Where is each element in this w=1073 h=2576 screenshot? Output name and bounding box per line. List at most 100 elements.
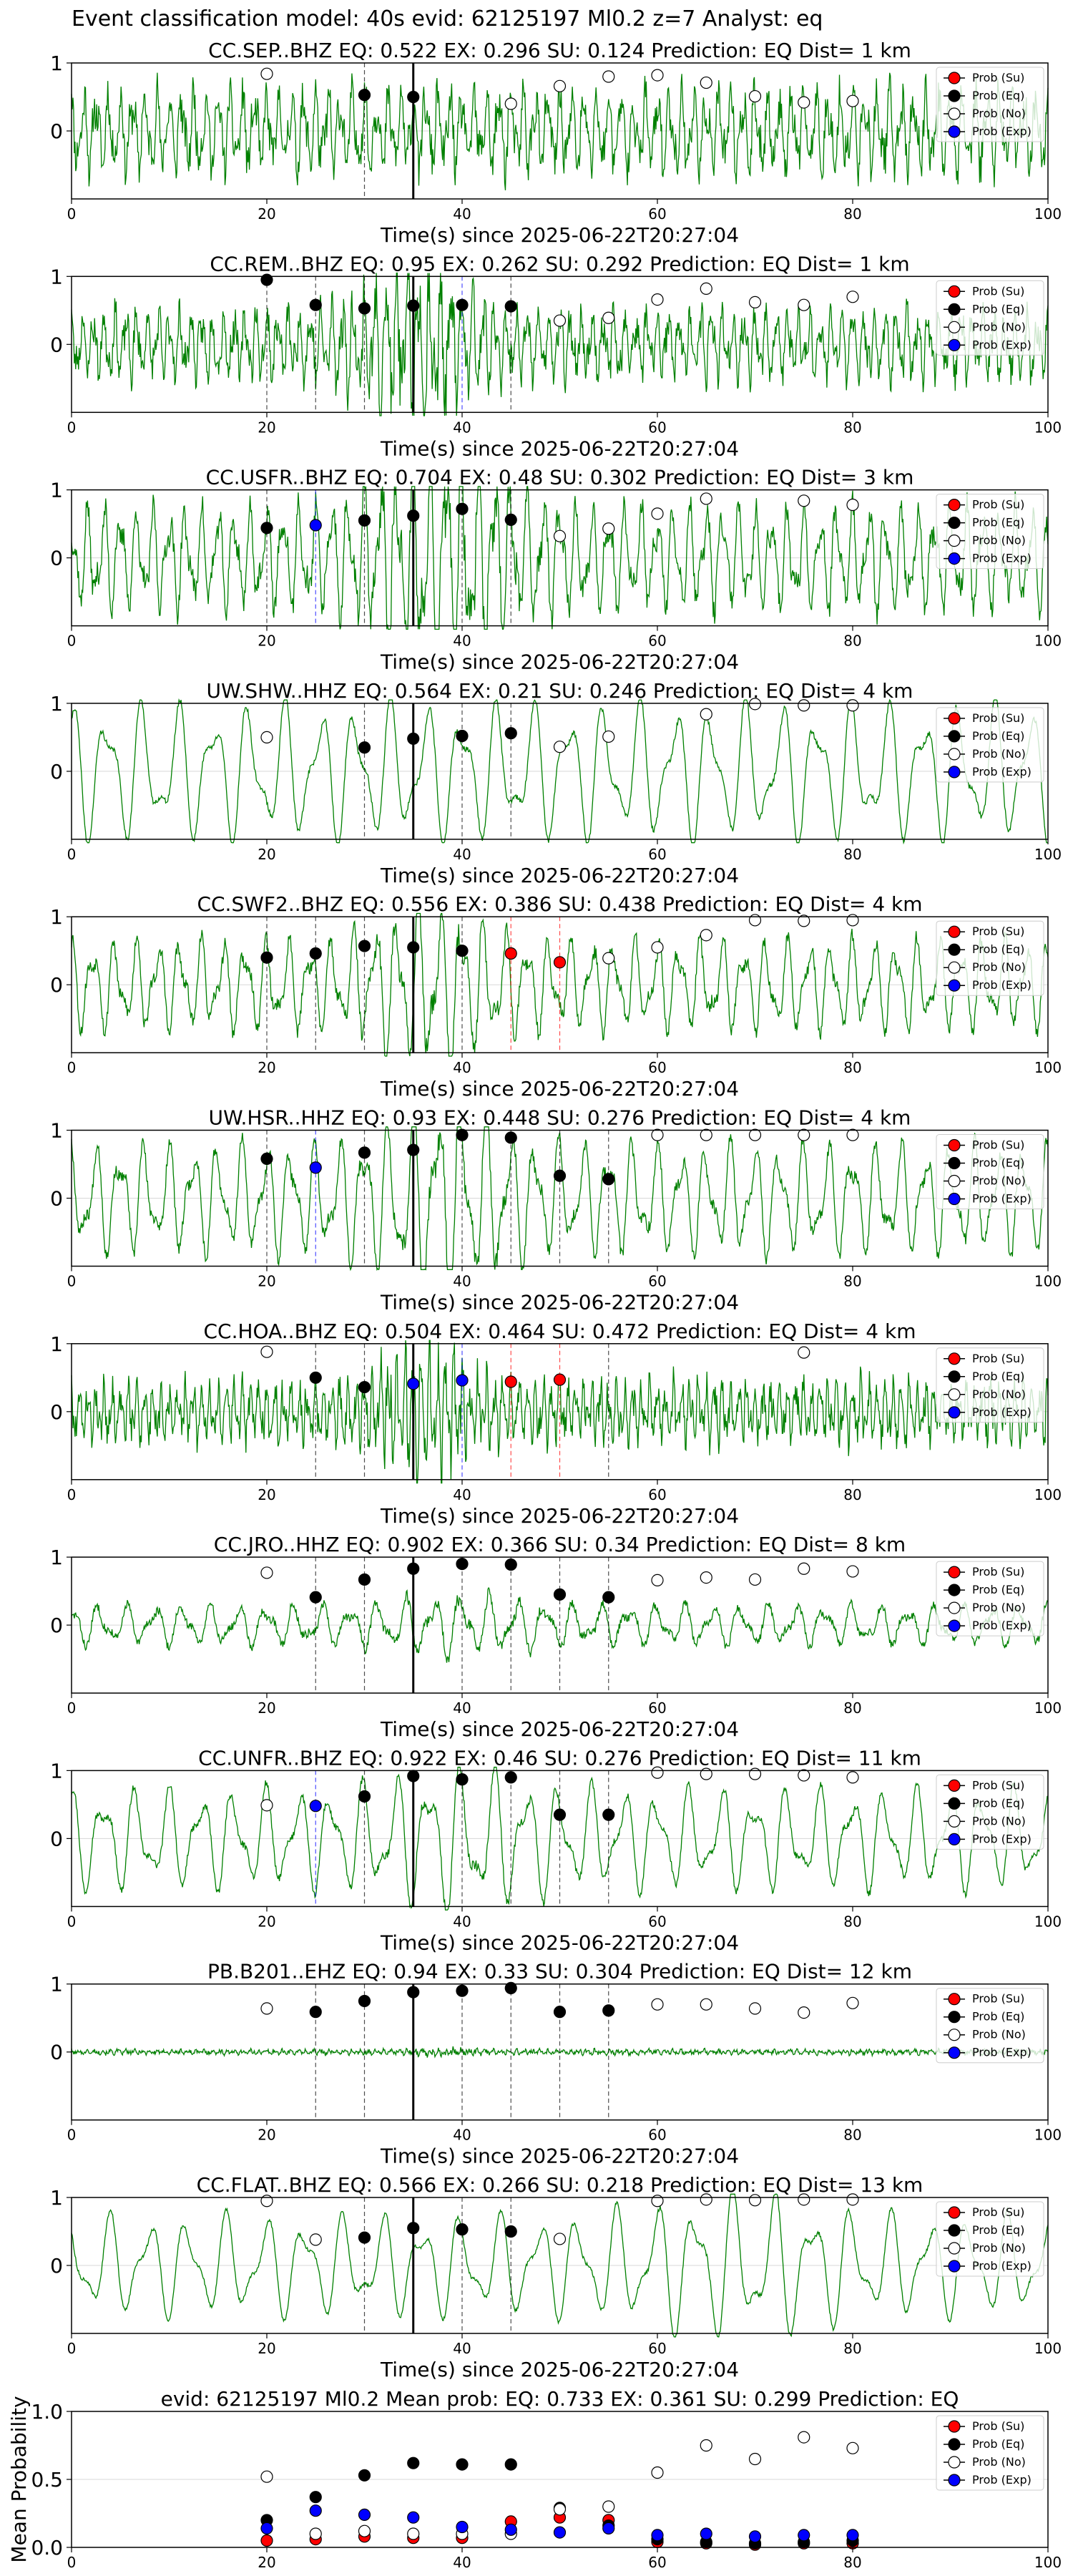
legend-label-eq: Prob (Eq) <box>972 302 1024 316</box>
mean-point-exp <box>553 2526 567 2539</box>
legend-label-su: Prob (Su) <box>972 924 1024 938</box>
x-tick-label: 100 <box>1034 205 1062 223</box>
prob-point-no <box>798 699 810 712</box>
y-tick-label: 1 <box>50 1546 63 1569</box>
legend-marker-eq <box>948 1156 961 1170</box>
legend-label-no: Prob (No) <box>972 320 1026 333</box>
prob-point-no <box>602 952 615 965</box>
legend-box <box>936 1774 1044 1850</box>
x-tick-label: 0 <box>67 2554 77 2571</box>
prob-point-no <box>846 1128 859 1141</box>
legend-label-no: Prob (No) <box>972 747 1026 761</box>
prob-point-no <box>553 741 567 753</box>
legend-marker-eq <box>948 2011 961 2024</box>
x-tick-label: 80 <box>843 2340 861 2357</box>
legend-label-exp: Prob (Exp) <box>972 765 1032 779</box>
x-tick-label: 0 <box>67 2340 77 2357</box>
legend-label-eq: Prob (Eq) <box>972 89 1024 102</box>
prob-point-no <box>260 67 273 80</box>
x-axis-label: Time(s) since 2025-06-22T20:27:04 <box>380 1291 739 1314</box>
prob-point-no <box>602 311 615 324</box>
x-tick-label: 0 <box>67 633 77 650</box>
waveform-panel: CC.FLAT..BHZ EQ: 0.566 EX: 0.266 SU: 0.2… <box>50 2173 1062 2381</box>
prob-point-eq <box>358 2231 371 2244</box>
prob-point-no <box>748 2002 762 2015</box>
prob-point-no <box>798 1562 810 1575</box>
panel-title: PB.B201..EHZ EQ: 0.94 EX: 0.33 SU: 0.304… <box>207 1960 912 1984</box>
prob-point-no <box>260 2195 273 2207</box>
y-axis-label: Mean Probability <box>7 2396 31 2562</box>
prob-point-no <box>700 282 712 295</box>
prob-point-no <box>700 929 712 942</box>
legend-marker-su <box>948 72 961 84</box>
prob-point-no <box>748 89 762 103</box>
mean-point-exp <box>260 2522 273 2534</box>
mean-point-no <box>700 2439 712 2452</box>
prob-point-eq <box>456 1128 469 1141</box>
mean-point-exp <box>504 2523 517 2536</box>
legend-label-exp: Prob (Exp) <box>972 2473 1032 2487</box>
prob-point-no <box>798 298 810 311</box>
y-tick-label: 0 <box>50 2041 63 2064</box>
prob-point-eq <box>407 509 420 522</box>
prob-point-eq <box>456 298 469 311</box>
y-tick-label: 0.5 <box>31 2468 63 2492</box>
mean-point-eq <box>309 2491 322 2504</box>
mean-point-eq <box>407 2457 420 2469</box>
x-axis-label: Time(s) since 2025-06-22T20:27:04 <box>380 864 739 887</box>
legend-marker-no <box>948 2242 961 2255</box>
panel-title: CC.FLAT..BHZ EQ: 0.566 EX: 0.266 SU: 0.2… <box>197 2173 923 2197</box>
mean-point-no <box>309 2527 322 2540</box>
prob-point-eq <box>456 1558 469 1571</box>
prob-point-eq <box>358 1573 371 1586</box>
legend-box <box>936 280 1044 356</box>
y-tick-label: 1 <box>50 1119 63 1143</box>
x-tick-label: 100 <box>1034 1059 1062 1076</box>
prob-point-eq <box>456 1773 469 1786</box>
prob-point-no <box>602 730 615 743</box>
prob-point-su <box>553 956 567 969</box>
waveform-panel: CC.USFR..BHZ EQ: 0.704 EX: 0.48 SU: 0.30… <box>50 466 1062 674</box>
x-tick-label: 80 <box>843 846 861 863</box>
legend-label-exp: Prob (Exp) <box>972 1192 1032 1206</box>
prob-point-no <box>846 2193 859 2206</box>
legend-label-eq: Prob (Eq) <box>972 516 1024 530</box>
prob-point-su <box>504 1375 517 1388</box>
prob-point-eq <box>309 947 322 960</box>
prob-point-no <box>798 2193 810 2206</box>
x-tick-label: 0 <box>67 1913 77 1930</box>
prob-point-no <box>798 1769 810 1782</box>
x-tick-label: 20 <box>258 2340 275 2357</box>
prob-point-eq <box>407 90 420 104</box>
prob-point-eq <box>602 1808 615 1821</box>
x-tick-label: 80 <box>843 419 861 436</box>
legend-label-su: Prob (Su) <box>972 71 1024 84</box>
prob-point-eq <box>260 273 273 286</box>
prob-point-no <box>798 494 810 507</box>
mean-point-eq <box>358 2469 371 2482</box>
legend-marker-exp <box>948 979 961 992</box>
x-tick-label: 80 <box>843 1486 861 1503</box>
prob-point-eq <box>309 1371 322 1384</box>
x-tick-label: 20 <box>258 1273 275 1290</box>
prob-point-eq <box>456 729 469 743</box>
legend-marker-eq <box>948 89 961 102</box>
prob-point-eq <box>602 1591 615 1604</box>
legend-box <box>936 67 1044 142</box>
prob-point-no <box>700 1571 712 1584</box>
legend-box <box>936 494 1044 570</box>
x-tick-label: 20 <box>258 2554 275 2571</box>
mean-point-no <box>260 2470 273 2483</box>
prob-point-no <box>748 2194 762 2207</box>
y-tick-label: 1 <box>50 905 63 929</box>
prob-point-no <box>798 1128 810 1141</box>
prob-point-no <box>846 1565 859 1578</box>
mean-point-no <box>846 2441 859 2454</box>
prob-point-exp <box>456 1374 469 1387</box>
legend-label-no: Prob (No) <box>972 1601 1026 1614</box>
prob-point-no <box>798 1346 810 1359</box>
legend-label-exp: Prob (Exp) <box>972 1619 1032 1632</box>
prob-point-no <box>748 914 762 927</box>
legend-label-su: Prob (Su) <box>972 284 1024 298</box>
prob-point-eq <box>504 1981 517 1994</box>
